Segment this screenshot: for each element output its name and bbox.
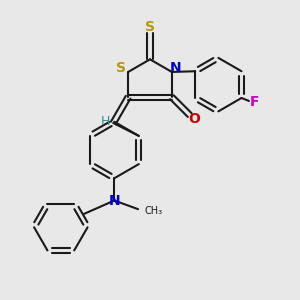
Text: S: S [116,61,126,75]
Text: O: O [188,112,200,126]
Text: S: S [145,20,155,34]
Text: N: N [169,61,181,75]
Text: N: N [109,194,120,208]
Text: F: F [249,95,259,110]
Text: CH₃: CH₃ [144,206,162,216]
Text: H: H [101,115,110,128]
